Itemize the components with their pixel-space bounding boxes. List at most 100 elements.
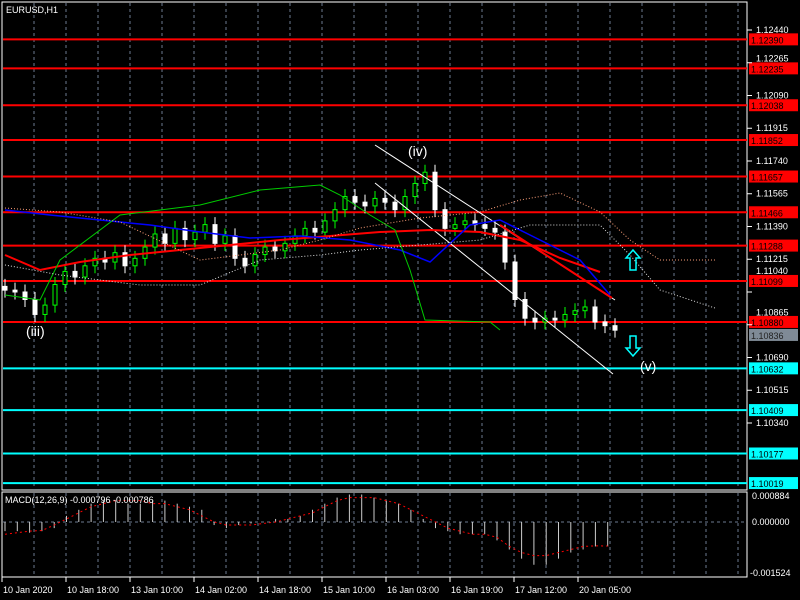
resistance-level-label: 1.11466	[751, 208, 783, 218]
candle	[562, 306, 568, 328]
resistance-level-label: 1.11099	[751, 277, 783, 287]
candle	[552, 310, 558, 328]
candle	[92, 250, 98, 274]
support-level-label: 1.10632	[751, 364, 784, 374]
candle	[412, 175, 418, 205]
resistance-level-tag	[749, 62, 798, 75]
candle	[52, 277, 58, 313]
candle	[22, 284, 28, 307]
candle	[272, 239, 278, 259]
current-price-tag	[749, 328, 798, 341]
time-label: 14 Jan 02:00	[195, 585, 247, 595]
price-tick-label: 1.11040	[756, 266, 788, 276]
candle	[162, 226, 168, 251]
macd-label: MACD(12,26,9) -0.000796 -0.000786	[5, 495, 154, 505]
candle	[182, 220, 188, 248]
candle	[472, 213, 478, 233]
time-label: 16 Jan 03:00	[387, 585, 439, 595]
candle	[152, 226, 158, 255]
current-price-label: 1.10836	[751, 331, 784, 341]
candle	[222, 228, 228, 251]
resistance-level-label: 1.10880	[751, 318, 784, 328]
price-tick-label: 1.10865	[756, 308, 789, 318]
candle	[322, 213, 328, 240]
candle	[502, 224, 508, 270]
wave-iv-label: (iv)	[408, 143, 427, 159]
resistance-level-tag	[749, 99, 798, 112]
time-label: 20 Jan 05:00	[579, 585, 631, 595]
chikou-line	[4, 184, 501, 331]
candle	[362, 194, 368, 214]
candle	[342, 189, 348, 218]
candle	[382, 190, 388, 210]
candle	[532, 310, 538, 330]
candle	[612, 318, 618, 338]
channel-lower	[374, 182, 614, 375]
moving-average	[4, 228, 601, 273]
candle	[592, 299, 598, 330]
arrow-up-icon	[624, 248, 642, 271]
time-label: 14 Jan 18:00	[259, 585, 311, 595]
support-level-tag	[749, 477, 798, 490]
price-tick-label: 1.12440	[756, 25, 789, 35]
macd-signal-line	[4, 497, 608, 557]
candle	[332, 202, 338, 229]
price-tick-label: 1.10690	[756, 352, 789, 362]
resistance-level-tag	[749, 315, 798, 328]
candle	[262, 239, 268, 263]
candle	[352, 189, 358, 210]
time-label: 17 Jan 12:00	[515, 585, 567, 595]
price-tick-label: 1.12265	[756, 54, 789, 64]
time-label: 16 Jan 19:00	[451, 585, 503, 595]
price-tick-label: 1.11215	[756, 254, 788, 264]
macd-axis-bottom: -0.001524	[750, 568, 791, 578]
candle	[492, 220, 498, 240]
candle	[2, 278, 8, 298]
time-label: 10 Jan 18:00	[67, 585, 119, 595]
candle	[82, 258, 88, 285]
resistance-level-tag	[749, 33, 798, 46]
wave-v-label: (v)	[640, 358, 656, 374]
candle	[522, 291, 528, 326]
candle	[192, 224, 198, 248]
resistance-level-label: 1.12038	[751, 101, 784, 111]
resistance-level-label: 1.11657	[751, 173, 783, 183]
ichimoku-cloud-a	[4, 192, 715, 261]
time-label: 10 Jan 2020	[3, 585, 53, 595]
support-level-label: 1.10409	[751, 406, 784, 416]
candle	[402, 189, 408, 218]
candle	[452, 217, 458, 236]
trend-line	[499, 224, 613, 299]
kijun-line	[4, 209, 611, 296]
resistance-level-tag	[749, 274, 798, 287]
macd-pane-border	[1, 491, 748, 578]
candle	[572, 303, 578, 322]
candle	[302, 220, 308, 244]
candle	[202, 217, 208, 240]
resistance-level-tag	[749, 170, 798, 183]
price-tick-label: 1.11565	[756, 189, 788, 199]
macd-axis-top: 0.000884	[752, 491, 790, 501]
candle	[232, 228, 238, 266]
channel-lines	[4, 144, 716, 375]
resistance-level-label: 1.12390	[751, 35, 784, 45]
wave-iii-label: (iii)	[26, 323, 45, 339]
support-level-tag	[749, 404, 798, 417]
resistance-level-label: 1.11288	[751, 242, 783, 252]
window-title: EURUSD,H1	[6, 5, 58, 15]
macd-axis-zero: 0.000000	[752, 517, 790, 527]
candle	[62, 263, 68, 292]
price-tick-label: 1.12090	[756, 90, 789, 100]
price-tick-label: 1.11915	[756, 123, 788, 133]
candle	[102, 250, 108, 270]
arrow-down-icon	[624, 335, 642, 358]
time-label: 15 Jan 10:00	[323, 585, 375, 595]
support-level-label: 1.10019	[751, 479, 784, 489]
price-tick-label: 1.10340	[756, 418, 789, 428]
support-level-label: 1.10177	[751, 449, 784, 459]
candle	[72, 263, 78, 285]
candle	[602, 314, 608, 334]
candle	[42, 297, 48, 322]
